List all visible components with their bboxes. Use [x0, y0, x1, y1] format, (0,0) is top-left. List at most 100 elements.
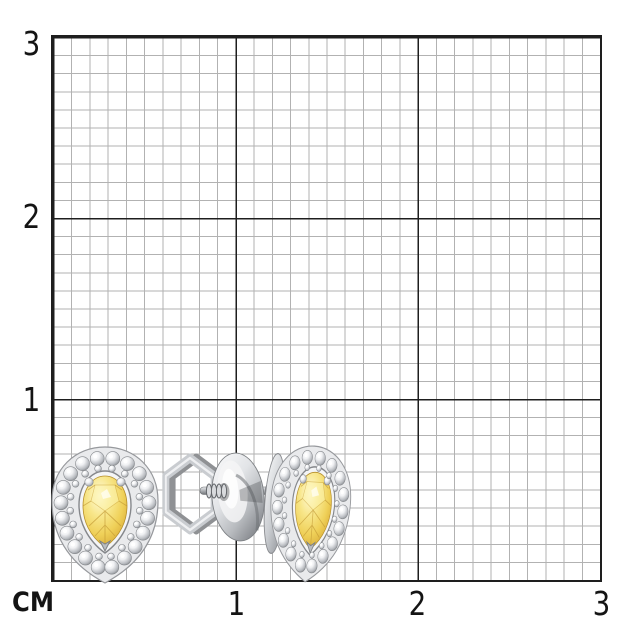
diamond-sparkle: [86, 545, 89, 548]
halo-diamond: [333, 521, 345, 536]
diamond-sparkle: [94, 562, 99, 568]
diamond-sparkle: [288, 549, 292, 554]
halo-diamond: [273, 482, 285, 498]
halo-diamond: [334, 500, 340, 508]
halo-diamond: [66, 507, 75, 515]
diamond-sparkle: [309, 561, 313, 566]
diamond-sparkle: [283, 498, 285, 500]
halo-diamond: [316, 464, 322, 472]
halo-diamond: [285, 481, 291, 489]
diamond-sparkle: [339, 507, 344, 512]
screw-back-fastening: [162, 452, 301, 542]
diamond-sparkle: [131, 542, 136, 547]
halo-diamond: [56, 480, 71, 495]
diamond-sparkle: [73, 481, 76, 484]
diamond-sparkle: [282, 469, 286, 475]
diamond-sparkle: [128, 534, 131, 537]
halo-diamond: [71, 480, 80, 488]
diamond-sparkle: [96, 466, 99, 469]
bottom-prong: [98, 539, 112, 553]
diamond-sparkle: [70, 542, 75, 547]
halo-diamond: [334, 470, 346, 486]
stone-bezel: [78, 470, 132, 554]
halo-diamond: [306, 558, 318, 574]
halo-diamond: [107, 552, 115, 561]
diamond-sparkle: [283, 513, 285, 516]
halo-diamond: [285, 546, 297, 562]
diamond-sparkle: [327, 473, 330, 476]
x-axis-tick-1: 1: [227, 583, 245, 623]
halo-diamond: [135, 493, 144, 501]
diamond-sparkle: [81, 553, 86, 558]
halo-diamond: [121, 470, 129, 478]
halo-diamond: [69, 520, 77, 529]
diamond-sparkle: [300, 552, 303, 555]
diamond-sparkle: [274, 502, 278, 508]
diamond-sparkle: [286, 528, 288, 531]
diamond-sparkle: [334, 486, 336, 489]
halo-diamond: [95, 552, 103, 561]
left-earring-front-view: [51, 446, 159, 584]
diamond-sparkle: [320, 543, 322, 546]
diamond-sparkle: [304, 452, 308, 458]
diamond-sparkle: [143, 513, 148, 519]
halo-diamond: [273, 517, 285, 532]
diamond-sparkle: [135, 469, 140, 474]
halo-diamond: [299, 551, 305, 559]
halo-diamond: [90, 559, 106, 575]
halo-diamond: [139, 480, 154, 495]
diamond-sparkle: [317, 466, 320, 469]
halo-diamond: [337, 504, 349, 520]
diamond-sparkle: [333, 517, 335, 520]
diamond-sparkle: [328, 531, 330, 534]
halo-diamond: [309, 551, 315, 559]
diamond-sparkle: [317, 453, 321, 459]
diamond-sparkle: [108, 454, 113, 459]
halo-diamond: [281, 496, 288, 504]
diamond-sparkle: [337, 473, 341, 478]
screw-back-disc: [211, 452, 265, 542]
halo-diamond: [332, 515, 338, 523]
halo-diamond: [326, 472, 332, 480]
halo-diamond: [304, 464, 310, 471]
halo-diamond: [132, 466, 147, 481]
halo-diamond: [127, 533, 135, 541]
diamond-sparkle: [134, 522, 137, 525]
diamond-sparkle: [109, 554, 112, 557]
diamond-sparkle: [320, 551, 324, 557]
halo-diamond: [105, 451, 121, 466]
halo-diamond: [104, 559, 120, 575]
diamond-sparkle: [107, 562, 112, 568]
diamond-sparkle: [68, 508, 71, 511]
diamond-sparkle: [66, 469, 71, 474]
diamond-sparkle: [77, 534, 80, 537]
halo-diamond: [295, 557, 307, 573]
halo-diamond: [135, 507, 144, 515]
halo-diamond: [293, 469, 299, 477]
halo-diamond: [120, 456, 135, 471]
diamond-sparkle: [68, 494, 71, 497]
halo-diamond: [75, 533, 83, 541]
diamond-sparkle: [123, 459, 128, 464]
halo-diamond: [317, 549, 329, 564]
diamond-sparkle: [294, 471, 297, 474]
halo-diamond: [89, 451, 105, 466]
halo-diamond: [326, 458, 338, 473]
right-earring-three-quarter-view: [263, 445, 352, 583]
halo-diamond: [277, 533, 289, 548]
diamond-sparkle: [286, 483, 289, 485]
diamond-sparkle: [305, 465, 308, 468]
halo-diamond: [108, 464, 116, 473]
halo-diamond: [55, 511, 70, 526]
halo-diamond: [279, 467, 291, 482]
halo-diamond: [59, 525, 75, 541]
diamond-sparkle: [71, 522, 74, 525]
halo-diamond: [63, 466, 78, 481]
screw-thread-left: [205, 483, 230, 501]
diamond-sparkle: [276, 519, 280, 525]
x-axis-tick-3: 3: [592, 583, 610, 623]
diamond-sparkle: [132, 481, 135, 484]
diamond-sparkle: [58, 513, 63, 519]
